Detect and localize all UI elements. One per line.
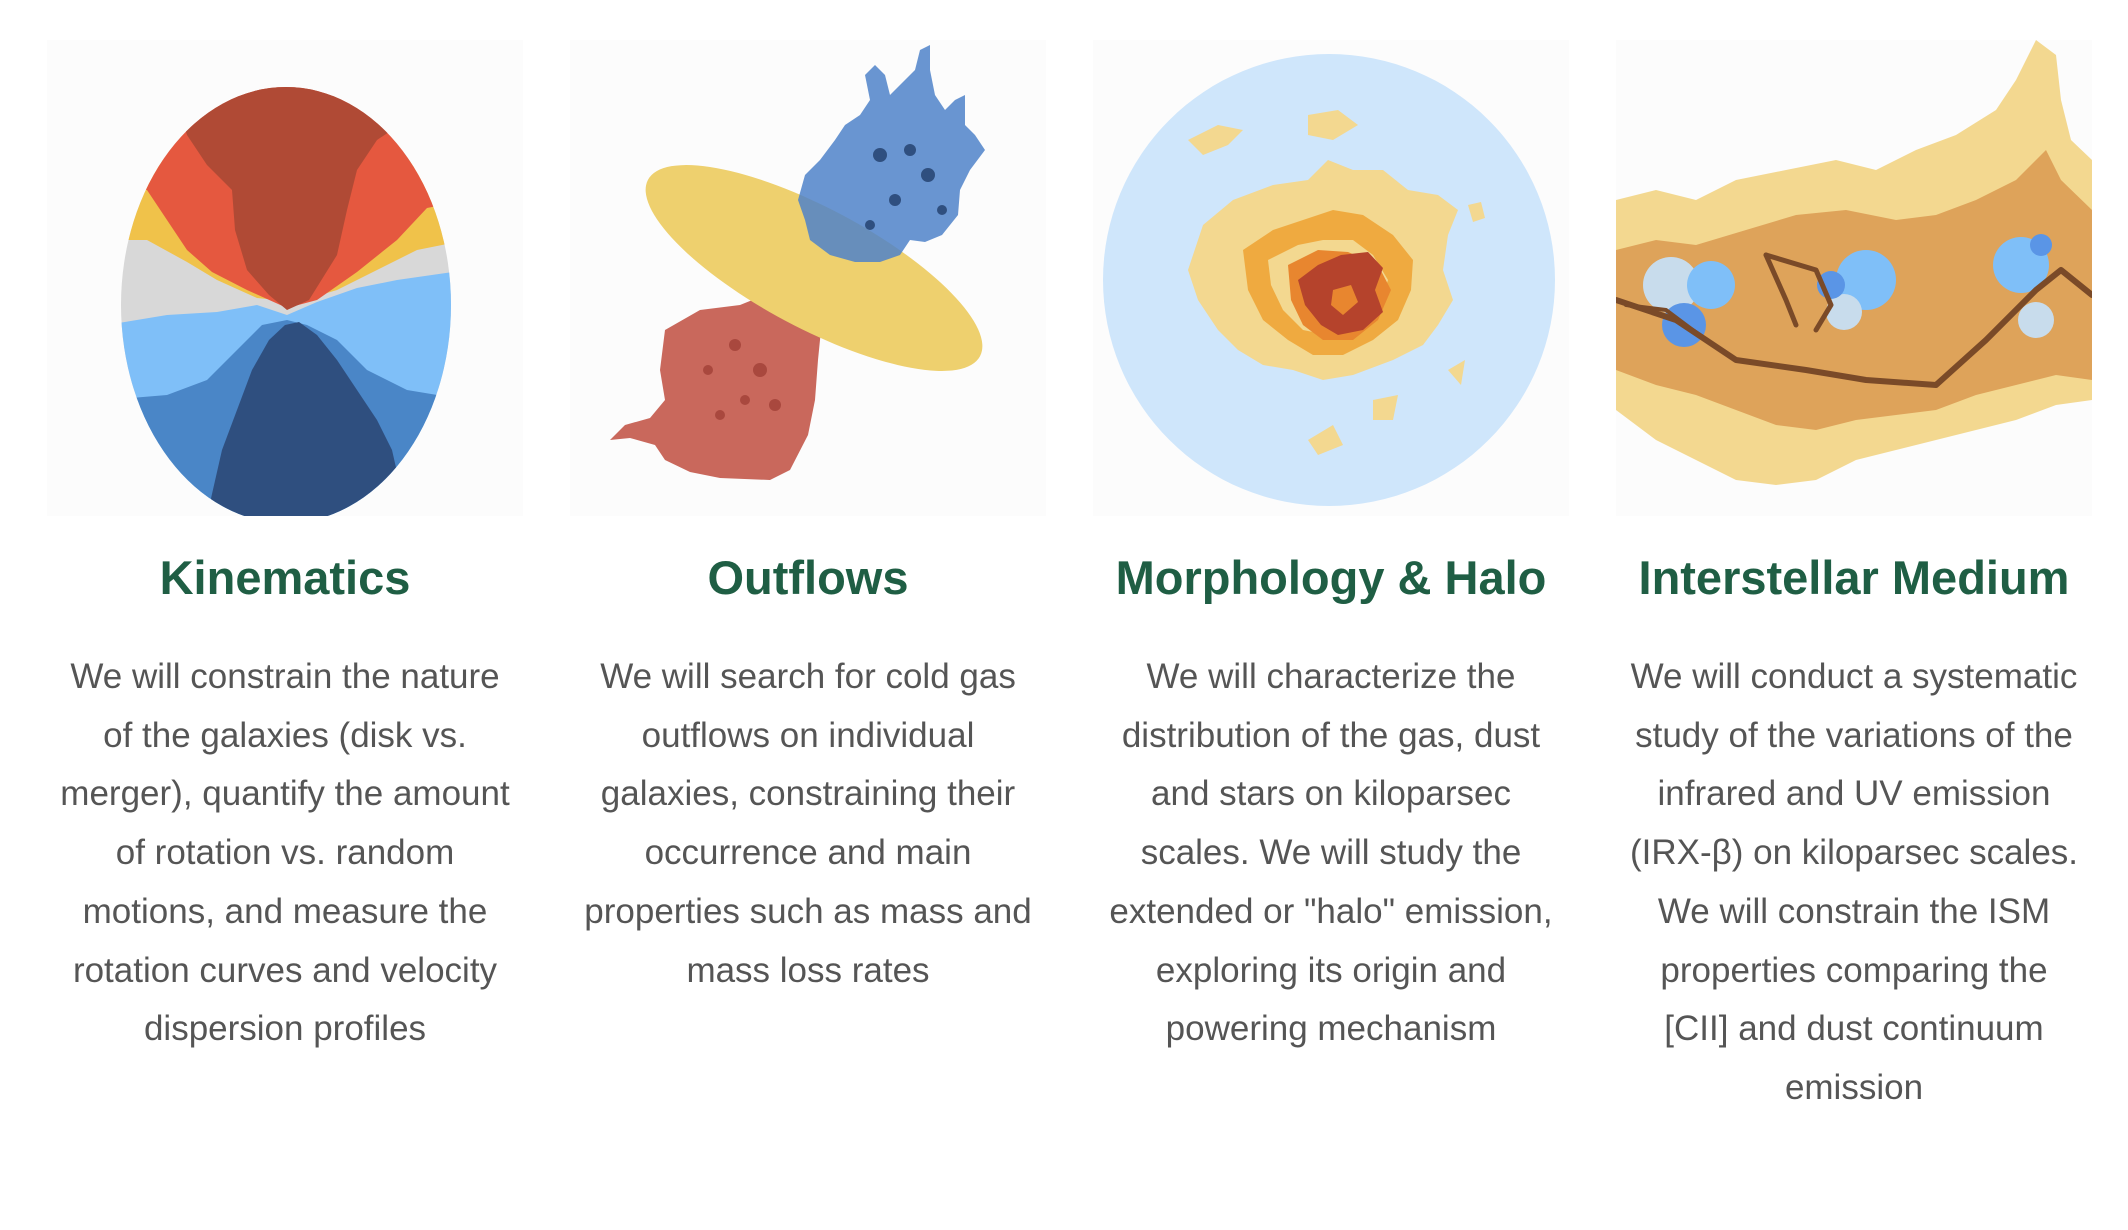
section-description: We will characterize the distribution of…	[1109, 657, 1553, 1049]
galaxy-halo-circle-icon	[1093, 40, 1569, 516]
section-title: Interstellar Medium	[1638, 551, 2070, 604]
section-description: We will constrain the nature of the gala…	[60, 657, 510, 1049]
section-title: Outflows	[707, 551, 909, 604]
topic-card-interstellar-medium: Interstellar Medium We will conduct a sy…	[1594, 0, 2114, 1230]
topic-card-morphology-halo: Morphology & Halo We will characterize t…	[1071, 0, 1591, 1230]
topic-card-outflows: Outflows We will search for cold gas out…	[548, 0, 1068, 1230]
section-title: Morphology & Halo	[1115, 551, 1547, 604]
bipolar-outflow-disk-icon	[570, 40, 1046, 516]
interstellar-medium-filament-icon	[1616, 40, 2092, 516]
velocity-field-ellipse-icon	[47, 40, 523, 516]
section-title: Kinematics	[159, 551, 411, 604]
section-description: We will search for cold gas outflows on …	[584, 657, 1032, 990]
section-description: We will conduct a systematic study of th…	[1629, 657, 2079, 1107]
topic-card-kinematics: Kinematics We will constrain the nature …	[25, 0, 545, 1230]
